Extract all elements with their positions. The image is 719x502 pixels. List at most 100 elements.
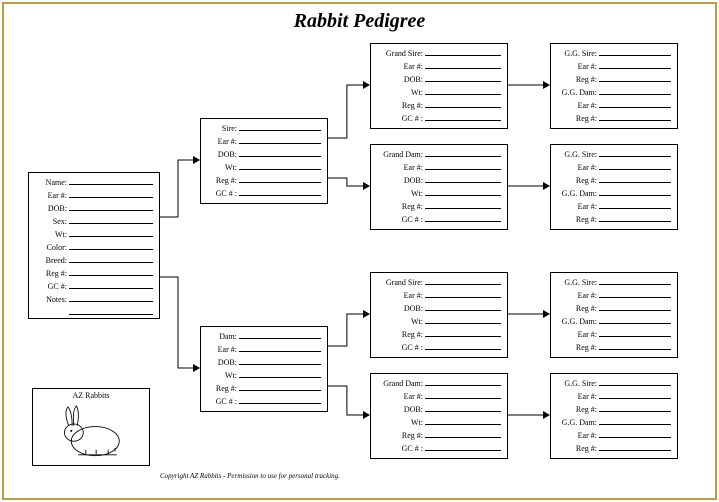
field-blank-line [425,86,501,95]
field-row: Wt: [35,228,153,241]
sire-box: Sire:Ear #:DOB:Wt:Reg #:GC # : [200,118,328,204]
field-label: Wt: [377,416,425,429]
field-blank-line [599,213,671,222]
field-label: Ear #: [35,189,69,202]
field-label: G.G. Dam: [557,86,599,99]
field-label: DOB: [377,403,425,416]
field-label: GC # : [377,341,425,354]
field-row: DOB: [377,73,501,86]
field-label: Grand Dam: [377,148,425,161]
field-blank-line [425,289,501,298]
field-row: Ear #: [557,200,671,213]
field-label: Reg #: [377,99,425,112]
field-blank-line [599,200,671,209]
logo-label: AZ Rabbits [35,391,147,400]
field-label: DOB: [377,302,425,315]
field-row: DOB: [207,148,321,161]
field-blank-line [599,429,671,438]
dam-box: Dam:Ear #:DOB:Wt:Reg #:GC # : [200,326,328,412]
field-row: DOB: [377,174,501,187]
field-label: G.G. Sire: [557,47,599,60]
field-row: Ear #: [557,99,671,112]
field-row [35,306,153,315]
field-label: Grand Dam: [377,377,425,390]
field-blank-line [599,328,671,337]
page-title: Rabbit Pedigree [20,10,699,33]
field-row: Reg #: [377,429,501,442]
field-blank-line [599,187,671,196]
field-row: G.G. Sire: [557,148,671,161]
field-blank-line [425,315,501,324]
field-row: Reg #: [207,382,321,395]
field-blank-line [425,200,501,209]
field-label: Wt: [207,161,239,174]
subject-box: Name:Ear #:DOB:Sex:Wt:Color:Breed:Reg #:… [28,172,160,319]
field-blank-line [599,99,671,108]
gg-box-3: G.G. Sire:Ear #:Reg #:G.G. Dam:Ear #:Reg… [550,272,678,358]
field-label: Ear #: [207,135,239,148]
field-row: Ear #: [207,135,321,148]
field-blank-line [599,148,671,157]
field-label: Ear #: [557,200,599,213]
field-row: Reg #: [557,73,671,86]
field-blank-line [425,187,501,196]
field-row: Reg #: [557,341,671,354]
field-blank-line [239,343,321,352]
field-label: Reg #: [557,403,599,416]
field-row: Sex: [35,215,153,228]
field-row: Ear #: [377,390,501,403]
field-blank-line [599,161,671,170]
field-blank-line [425,148,501,157]
field-label: Wt: [377,315,425,328]
field-row: G.G. Sire: [557,47,671,60]
field-row: Wt: [207,161,321,174]
field-row: Reg #: [557,442,671,455]
field-row: Grand Dam: [377,148,501,161]
field-row: G.G. Dam: [557,315,671,328]
field-blank-line [599,47,671,56]
field-blank-line [425,442,501,451]
field-label: Ear #: [557,161,599,174]
field-label: Reg #: [557,302,599,315]
field-row: Ear #: [377,289,501,302]
field-row: Ear #: [35,189,153,202]
field-label: Reg #: [557,341,599,354]
field-blank-line [69,267,153,276]
field-blank-line [239,161,321,170]
field-label: GC # : [207,187,239,200]
field-label: Sex: [35,215,69,228]
field-blank-line [69,306,153,315]
field-row: Ear #: [377,60,501,73]
field-row: Wt: [377,187,501,200]
field-label: Ear #: [557,60,599,73]
field-blank-line [69,176,153,185]
field-blank-line [425,60,501,69]
field-blank-line [599,315,671,324]
grand-dam-1-box: Grand Dam:Ear #:DOB:Wt:Reg #:GC # : [370,144,508,230]
field-row: Reg #: [557,403,671,416]
gg-box-1: G.G. Sire:Ear #:Reg #:G.G. Dam:Ear #:Reg… [550,43,678,129]
field-label: GC # : [207,395,239,408]
field-blank-line [599,60,671,69]
grand-dam-2-box: Grand Dam:Ear #:DOB:Wt:Reg #:GC # : [370,373,508,459]
field-blank-line [69,254,153,263]
field-label: Wt: [207,369,239,382]
field-row: G.G. Sire: [557,276,671,289]
field-row: G.G. Dam: [557,416,671,429]
field-row: Reg #: [377,200,501,213]
field-blank-line [239,356,321,365]
field-row: GC # : [377,213,501,226]
field-row: Reg #: [35,267,153,280]
field-row: Ear #: [207,343,321,356]
field-label: GC # : [377,442,425,455]
field-label: DOB: [377,174,425,187]
gg-box-2: G.G. Sire:Ear #:Reg #:G.G. Dam:Ear #:Reg… [550,144,678,230]
field-blank-line [69,215,153,224]
field-label: Reg #: [377,429,425,442]
field-label: Color: [35,241,69,254]
field-blank-line [599,289,671,298]
field-label: Ear #: [377,161,425,174]
field-blank-line [239,122,321,131]
field-label: DOB: [207,148,239,161]
field-label: Ear #: [377,289,425,302]
